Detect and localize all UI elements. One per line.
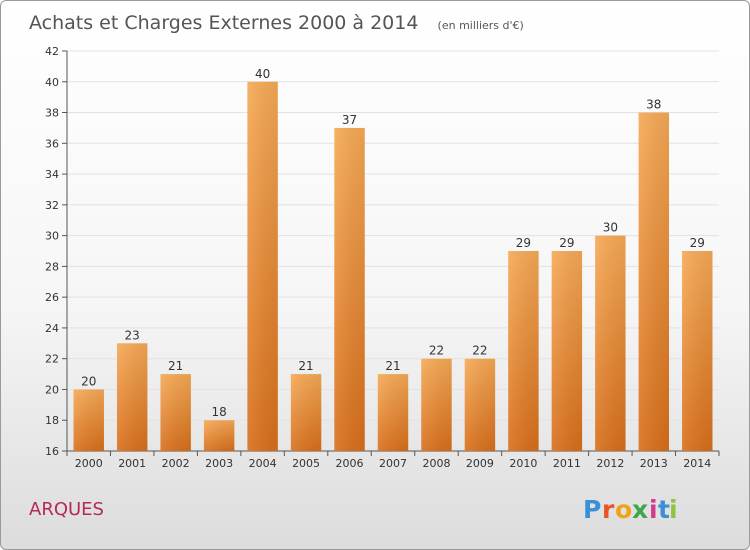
logo-letter: r — [602, 495, 615, 524]
x-tick-label: 2013 — [640, 457, 668, 470]
svg-text:Achats et Charges Externes 200: Achats et Charges Externes 2000 à 2014 (… — [29, 12, 524, 34]
value-label: 18 — [211, 405, 226, 419]
bar-shade — [682, 251, 713, 451]
bar-shade — [116, 343, 148, 451]
x-tick-label: 2012 — [596, 457, 624, 470]
bar-shade — [247, 81, 278, 452]
y-tick-label: 28 — [45, 260, 59, 273]
chart-unit: (en milliers d'€) — [438, 19, 524, 32]
x-tick-label: 2007 — [379, 457, 407, 470]
bar-shade — [638, 112, 670, 452]
x-tick-label: 2001 — [118, 457, 146, 470]
y-tick-label: 18 — [45, 414, 59, 427]
logo-letter: i — [649, 495, 658, 524]
y-tick-label: 16 — [45, 445, 59, 458]
bar-shade — [595, 235, 626, 451]
y-tick-label: 26 — [45, 291, 59, 304]
bar-shade — [290, 374, 322, 451]
x-tick-labels: 2000 2001 2002 2003 2004 2005 2006 2007 2008 2009… — [66, 451, 720, 470]
y-tick-label: 38 — [45, 107, 59, 120]
x-tick-label: 2010 — [509, 457, 537, 470]
bar-shade — [334, 127, 365, 451]
bar-shade — [203, 420, 235, 451]
y-tick-label: 24 — [45, 322, 59, 335]
value-label: 22 — [472, 344, 487, 358]
x-tick-label: 2006 — [336, 457, 364, 470]
bars — [73, 81, 713, 452]
x-tick-label: 2000 — [75, 457, 103, 470]
value-label: 21 — [298, 359, 313, 373]
value-label: 30 — [603, 221, 618, 235]
y-tick-label: 40 — [45, 76, 59, 89]
bar-shade — [160, 374, 191, 451]
place-name: ARQUES — [29, 499, 104, 520]
grid — [67, 50, 719, 452]
y-tick-label: 42 — [45, 45, 59, 58]
y-tick-labels: 16 18 20 22 24 26 28 30 32 34 36 38 40 42 — [45, 45, 67, 458]
value-label: 22 — [429, 344, 444, 358]
x-tick-label: 2014 — [683, 457, 711, 470]
y-tick-label: 32 — [45, 199, 59, 212]
value-label: 23 — [125, 328, 140, 342]
bar-shade — [551, 251, 583, 451]
logo-letter: P — [583, 495, 601, 524]
bar-shade — [377, 374, 409, 451]
value-label: 29 — [690, 236, 705, 250]
bar-shade — [464, 358, 496, 451]
chart-title: Achats et Charges Externes 2000 à 2014 — [29, 12, 418, 34]
logo-letter: t — [658, 495, 670, 524]
logo-letter: x — [632, 495, 648, 524]
y-tick-label: 22 — [45, 353, 59, 366]
y-tick-label: 30 — [45, 230, 59, 243]
value-label: 21 — [385, 359, 400, 373]
x-tick-label: 2004 — [249, 457, 277, 470]
value-labels: 20 23 21 18 40 21 37 21 22 22 29 29 30 38 29 — [81, 67, 705, 419]
bar-shade — [508, 251, 539, 451]
x-tick-label: 2003 — [205, 457, 233, 470]
bar-shade — [421, 358, 452, 451]
x-tick-label: 2011 — [553, 457, 581, 470]
value-label: 29 — [516, 236, 531, 250]
x-tick-label: 2005 — [292, 457, 320, 470]
value-label: 20 — [81, 374, 96, 388]
value-label: 29 — [559, 236, 574, 250]
value-label: 40 — [255, 67, 270, 81]
x-tick-label: 2008 — [422, 457, 450, 470]
x-tick-label: 2002 — [162, 457, 190, 470]
value-label: 21 — [168, 359, 183, 373]
logo-letter: i — [669, 495, 678, 524]
bar-shade — [73, 389, 104, 451]
logo-letter: o — [615, 495, 632, 524]
value-label: 38 — [646, 98, 661, 112]
y-tick-label: 36 — [45, 137, 59, 150]
x-tick-label: 2009 — [466, 457, 494, 470]
y-tick-label: 34 — [45, 168, 59, 181]
y-tick-label: 20 — [45, 383, 59, 396]
value-label: 37 — [342, 113, 357, 127]
